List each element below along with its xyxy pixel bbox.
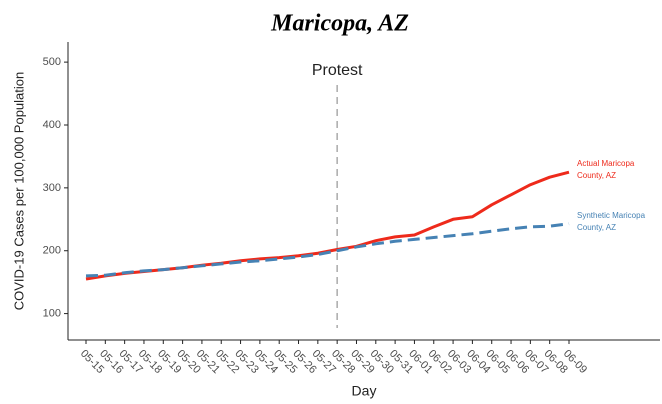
series-label: Actual Maricopa County, AZ: [577, 159, 635, 181]
x-axis-label: Day: [352, 383, 377, 399]
series-label: Synthetic Maricopa County, AZ: [577, 210, 646, 232]
y-tick-label: 300: [43, 182, 61, 194]
series-line: [85, 222, 570, 278]
y-axis-label: COVID-19 Cases per 100,000 Population: [11, 72, 26, 310]
y-tick-label: 100: [43, 308, 61, 320]
y-tick-label: 400: [43, 119, 61, 131]
series-label-text: Synthetic Maricopa County, AZ: [577, 210, 646, 232]
y-tick-label: 200: [43, 245, 61, 257]
y-tick-label: 500: [43, 56, 61, 68]
annotation-label: Protest: [312, 62, 363, 79]
series-label-text: Actual Maricopa County, AZ: [577, 159, 635, 181]
chart-title: Maricopa, AZ: [270, 11, 409, 37]
series-line: [85, 170, 570, 281]
